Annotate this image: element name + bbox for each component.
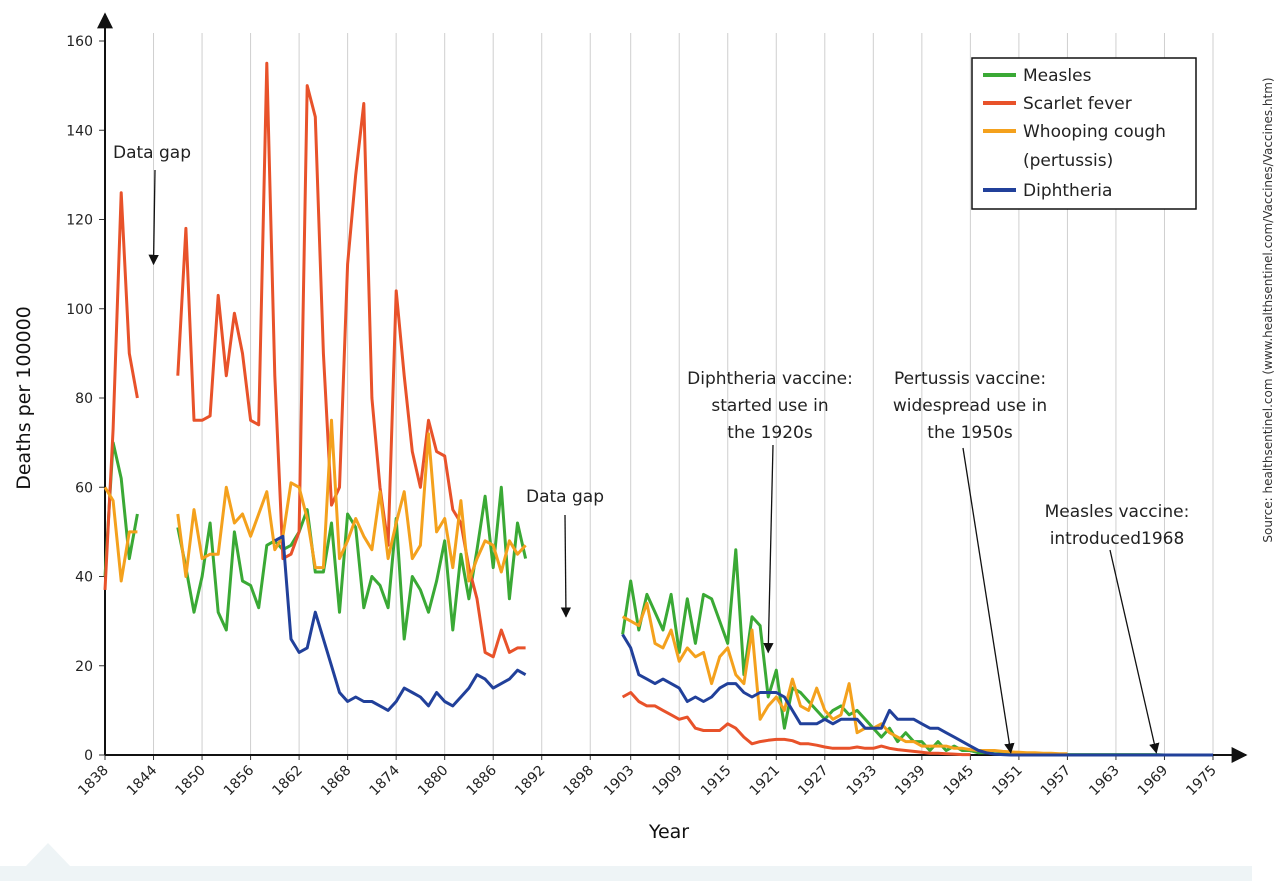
- y-tick-label: 140: [66, 123, 93, 139]
- x-tick-label: 1975: [1183, 763, 1220, 800]
- x-tick-label: 1933: [844, 763, 881, 800]
- whooping-cough-line: [103, 486, 138, 583]
- diphtheria-line: [621, 633, 1213, 757]
- legend-label-whooping-cough: Whooping cough (pertussis): [1023, 122, 1166, 171]
- whooping-cough-line: [176, 418, 527, 583]
- x-tick-label: 1945: [941, 763, 978, 800]
- series-lines: [103, 61, 1213, 757]
- x-tick-label: 1856: [221, 762, 258, 799]
- diphtheria-vaccine-label: the 1920s: [727, 423, 813, 443]
- scarlet-fever-line: [103, 191, 139, 590]
- y-tick-label: 20: [75, 659, 93, 675]
- x-tick-label: 1915: [698, 763, 735, 800]
- x-tick-label: 1927: [795, 763, 832, 800]
- x-tick-label: 1898: [561, 763, 598, 800]
- measles-vaccine-arrow: [1109, 549, 1160, 754]
- diphtheria-vaccine-label: Diphtheria vaccine:: [687, 369, 853, 389]
- diphtheria-line: [274, 534, 527, 712]
- x-tick-label: 1880: [415, 763, 452, 800]
- x-tick-label: 1903: [601, 763, 638, 800]
- data-gap-1-label: Data gap: [113, 143, 191, 163]
- footer-tab: [26, 843, 70, 866]
- y-axis-title: Deaths per 100000: [13, 306, 35, 490]
- measles-vaccine-label: introduced1968: [1050, 529, 1185, 549]
- x-tick-label: 1838: [75, 763, 112, 800]
- data-gap-1-arrow: [148, 169, 159, 266]
- source-note: Source: healthsentinel.com (www.healthse…: [1261, 77, 1275, 542]
- measles-vaccine-label: Measles vaccine:: [1045, 502, 1190, 522]
- y-tick-label: 80: [75, 391, 93, 407]
- x-tick-label: 1909: [650, 763, 687, 800]
- x-tick-label: 1862: [269, 763, 306, 800]
- y-tick-label: 120: [66, 213, 93, 229]
- x-tick-label: 1963: [1086, 763, 1123, 800]
- data-gap-2-label: Data gap: [526, 487, 604, 507]
- y-tick-label: 100: [66, 302, 93, 318]
- x-tick-label: 1850: [172, 763, 209, 800]
- y-tick-label: 160: [66, 34, 93, 50]
- y-tick-label: 0: [84, 748, 93, 764]
- whooping-cough-line: [621, 601, 1068, 756]
- x-tick-label: 1874: [366, 762, 403, 799]
- x-tick-label: 1844: [124, 762, 161, 799]
- legend-label-scarlet-fever: Scarlet fever: [1023, 94, 1132, 114]
- x-tick-label: 1868: [318, 763, 355, 800]
- x-tick-label: 1951: [989, 763, 1026, 800]
- x-tick-label: 1969: [1135, 763, 1172, 800]
- x-tick-label: 1939: [892, 763, 929, 800]
- diphtheria-vaccine-label: started use in: [711, 396, 828, 416]
- measles-line: [621, 548, 1213, 757]
- data-gap-2-arrow: [560, 514, 572, 618]
- annotations: Data gap Data gap Diphtheria vaccine: start…: [113, 143, 1190, 754]
- pertussis-vaccine-label: Pertussis vaccine:: [894, 369, 1046, 389]
- x-tick-label: 1957: [1038, 763, 1075, 800]
- pertussis-vaccine-label: the 1950s: [927, 423, 1013, 443]
- legend-box: [971, 57, 1197, 210]
- footer-band: [0, 866, 1252, 881]
- x-axis-title: Year: [648, 821, 689, 843]
- y-tick-label: 60: [75, 480, 93, 496]
- x-tick-label: 1886: [464, 762, 501, 799]
- legend-label-measles: Measles: [1023, 66, 1092, 86]
- x-tick-label: 1892: [512, 763, 549, 800]
- pertussis-vaccine-arrow: [962, 447, 1015, 754]
- legend: Measles Scarlet fever Whooping cough (pertu…: [971, 57, 1197, 210]
- y-tick-label: 40: [75, 570, 93, 586]
- legend-label-diphtheria: Diphtheria: [1023, 181, 1112, 201]
- pertussis-vaccine-label: widespread use in: [893, 396, 1047, 416]
- x-tick-label: 1921: [747, 763, 784, 800]
- diphtheria-vaccine-arrow: [763, 444, 774, 654]
- measles-line: [176, 485, 528, 641]
- scarlet-fever-line: [621, 691, 971, 757]
